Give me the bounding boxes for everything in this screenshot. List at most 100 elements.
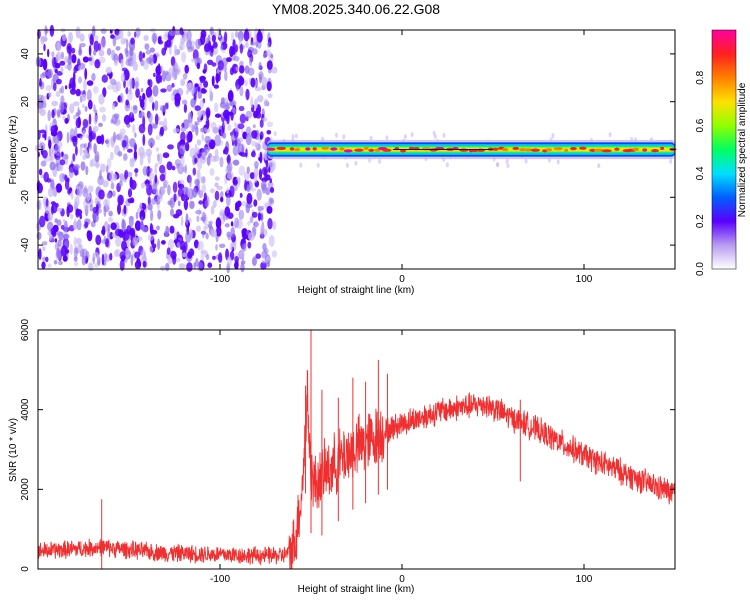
spectrogram-cell <box>234 255 240 263</box>
spectrogram-cell <box>120 58 124 68</box>
spectrogram-cell <box>231 47 236 55</box>
spectrogram-cell <box>111 49 116 61</box>
spectrogram-cell <box>148 172 154 181</box>
spectrogram-cell <box>505 158 509 164</box>
spectrogram-cell <box>271 66 278 74</box>
spectrogram-cell <box>76 219 82 231</box>
spectrogram-cell <box>103 205 107 217</box>
spectrogram-cell <box>140 216 144 225</box>
spectrogram-cell <box>205 232 209 240</box>
spectrogram-cell <box>232 134 235 141</box>
spectrogram-cell <box>260 223 264 234</box>
spectrogram-cell <box>134 80 139 90</box>
spectrogram-cell <box>110 222 117 230</box>
spectrogram-band-core <box>492 147 499 151</box>
spectrogram-cell <box>167 200 173 206</box>
spectrogram-cell <box>115 46 121 51</box>
spectrogram-cell <box>124 169 129 180</box>
spectrogram-ytick-label: -40 <box>20 237 31 252</box>
spectrogram-cell <box>75 145 78 156</box>
spectrogram-cell <box>160 186 166 196</box>
spectrogram-cell <box>234 217 239 229</box>
spectrogram-cell <box>186 262 193 272</box>
spectrogram-cell <box>268 162 273 168</box>
spectrogram-cell <box>157 238 161 251</box>
spectrogram-cell <box>82 56 89 63</box>
spectrogram-cell <box>262 117 268 122</box>
spectrogram-cell <box>199 82 203 88</box>
spectrogram-cell <box>41 261 46 269</box>
spectrogram-cell <box>181 252 187 258</box>
spectrogram-cell <box>177 200 181 207</box>
spectrogram-xtick-label: -100 <box>210 274 230 285</box>
spectrogram-cell <box>224 146 229 155</box>
spectrogram-cell <box>172 181 178 193</box>
spectrogram-cell <box>266 81 272 92</box>
spectrogram-cell <box>152 243 157 249</box>
spectrogram-cell <box>82 104 85 108</box>
spectrogram-cell <box>51 51 55 58</box>
spectrogram-cell <box>87 99 93 110</box>
spectrogram-cell <box>240 201 247 207</box>
spectrogram-cell <box>251 211 258 218</box>
spectrogram-cell <box>291 134 295 140</box>
spectrogram-cell <box>83 197 90 210</box>
spectrogram-cell <box>188 121 194 128</box>
spectrogram-cell <box>51 230 57 238</box>
spectrogram-cell <box>169 29 176 37</box>
spectrogram-cell <box>110 182 115 190</box>
spectrogram-cell <box>79 95 83 103</box>
spectrogram-cell <box>260 212 264 222</box>
spectrogram-cell <box>163 117 168 130</box>
spectrogram-cell <box>224 70 228 82</box>
spectrogram-cell <box>175 257 181 263</box>
snr-x-axis-label: Height of straight line (km) <box>298 584 415 595</box>
spectrogram-cell <box>154 113 159 126</box>
spectrogram-cell <box>51 109 55 119</box>
spectrogram-cell <box>47 68 53 79</box>
spectrogram-cell <box>139 151 147 159</box>
spectrogram-cell <box>54 62 61 69</box>
spectrogram-cell <box>138 260 142 268</box>
spectrogram-cell <box>184 164 188 174</box>
spectrogram-cell <box>209 168 215 176</box>
spectrogram-cell <box>496 162 500 168</box>
spectrogram-cell <box>185 231 192 243</box>
spectrogram-cell <box>235 44 238 53</box>
spectrogram-cell <box>235 66 240 71</box>
spectrogram-cell <box>79 135 83 141</box>
spectrogram-cell <box>111 114 118 125</box>
spectrogram-cell <box>184 64 189 74</box>
spectrogram-cell <box>109 170 115 183</box>
spectrogram-cell <box>198 240 204 250</box>
spectrogram-cell <box>103 235 107 243</box>
spectrogram-cell <box>49 161 56 171</box>
spectrogram-cell <box>121 67 128 72</box>
spectrogram-cell <box>378 158 382 164</box>
spectrogram-cell <box>111 103 116 110</box>
spectrogram-cell <box>134 132 137 138</box>
spectrogram-cell <box>142 92 146 101</box>
spectrogram-cell <box>64 174 68 182</box>
spectrogram-cell <box>195 209 202 215</box>
spectrogram-cell <box>73 115 77 120</box>
spectrogram-cell <box>162 70 166 82</box>
spectrogram-cell <box>148 137 155 148</box>
spectrogram-cell <box>158 121 165 126</box>
spectrogram-cell <box>239 192 243 198</box>
spectrogram-cell <box>144 43 150 51</box>
spectrogram-cell <box>249 172 255 180</box>
spectrogram-cell <box>152 182 158 194</box>
spectrogram-cell <box>199 99 204 109</box>
spectrogram-cell <box>152 123 158 129</box>
spectrogram-cell <box>219 156 224 168</box>
spectrogram-cell <box>226 187 229 194</box>
spectrogram-cell <box>92 86 99 94</box>
spectrogram-cell <box>214 182 218 187</box>
spectrogram-cell <box>272 220 277 231</box>
spectrogram-cell <box>86 89 92 102</box>
spectrogram-cell <box>93 40 100 53</box>
spectrogram-cell <box>108 72 112 80</box>
spectrogram-cell <box>186 30 192 41</box>
